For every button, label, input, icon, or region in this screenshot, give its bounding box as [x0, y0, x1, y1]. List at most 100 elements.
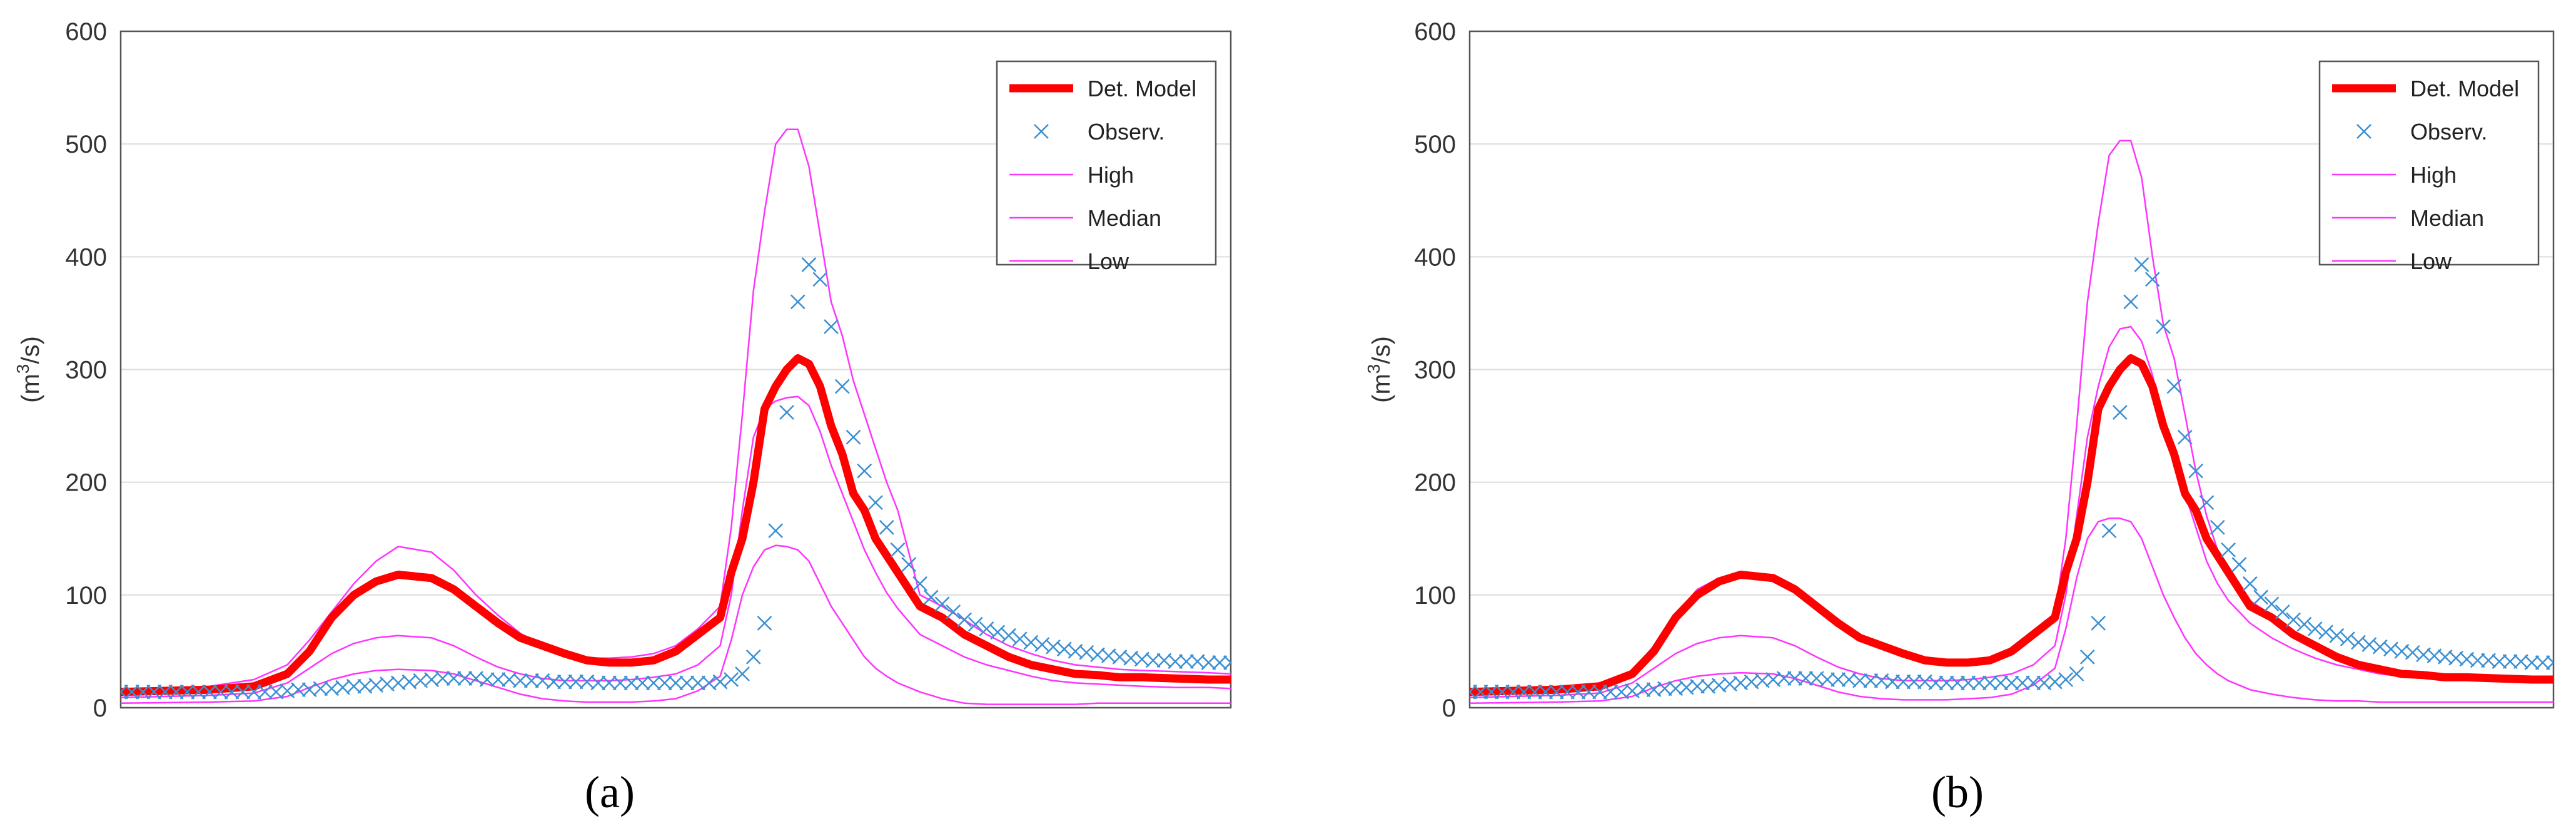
- y-tick-label: 500: [1414, 131, 1456, 158]
- observ-point: [1961, 675, 1976, 691]
- observ-point: [2492, 654, 2507, 670]
- y-axis-label-superscript: 3: [13, 364, 33, 374]
- y-tick-label: 400: [1414, 243, 1456, 271]
- observ-point: [2014, 675, 2030, 691]
- legend: Det. Model Observ. High Median Low: [996, 60, 1217, 274]
- y-tick-label: 600: [1414, 18, 1456, 46]
- observ-point: [1483, 684, 1499, 700]
- observ-point: [1592, 684, 1607, 700]
- observ-point: [668, 675, 684, 691]
- observ-point: [313, 681, 328, 696]
- observ-point: [901, 557, 917, 573]
- observ-point: [2079, 650, 2095, 665]
- observ-point: [146, 684, 162, 700]
- observ-point: [568, 674, 583, 690]
- observ-point: [1548, 684, 1564, 700]
- legend-label: Observ.: [1088, 119, 1164, 145]
- legend: Det. Model Observ. High Median Low: [2318, 60, 2540, 274]
- observ-point: [1798, 671, 1814, 686]
- observ-point: [812, 272, 828, 287]
- observ-point: [724, 672, 739, 687]
- observ-point: [1831, 672, 1846, 687]
- y-tick-label: 100: [1414, 582, 1456, 609]
- observ-point: [1470, 684, 1477, 700]
- observ-point: [857, 463, 872, 479]
- observ-point: [834, 379, 850, 394]
- plot-frame: [119, 30, 1232, 709]
- observ-point: [912, 576, 927, 591]
- observ-point: [457, 671, 473, 686]
- observ-point: [557, 674, 572, 690]
- y-axis-label: (m3/s): [13, 336, 44, 403]
- observ-point: [2307, 621, 2323, 636]
- observ-point: [1538, 684, 1553, 700]
- observ-point: [124, 684, 139, 700]
- observ-point: [2329, 628, 2345, 643]
- observ-point: [158, 684, 173, 700]
- observ-point: [2199, 495, 2215, 510]
- observ-point: [679, 675, 695, 691]
- observ-point: [1168, 654, 1183, 670]
- observ-point: [202, 684, 217, 700]
- observ-point: [1001, 628, 1016, 643]
- observ-point: [646, 675, 661, 691]
- observ-point: [1603, 684, 1619, 700]
- y-tick-label: 600: [65, 18, 107, 46]
- observ-point: [346, 678, 361, 694]
- observ-point: [2210, 519, 2225, 535]
- observ-point: [1690, 678, 1705, 694]
- observ-point: [657, 675, 672, 691]
- det-model-line: [121, 354, 1231, 696]
- y-tick-label: 500: [65, 131, 107, 158]
- observ-point: [2231, 557, 2247, 573]
- observ-point: [224, 684, 240, 700]
- y-tick-label: 200: [65, 469, 107, 497]
- legend-label: Observ.: [2410, 119, 2487, 145]
- observ-point: [490, 672, 506, 687]
- observ-point: [2296, 616, 2312, 632]
- observ-point: [1971, 675, 1987, 691]
- observ-point: [2318, 624, 2333, 640]
- observ-point: [1212, 655, 1228, 670]
- legend-label: Median: [1088, 205, 1161, 231]
- observ-point: [790, 294, 806, 310]
- observ-point: [2253, 589, 2268, 605]
- observ-point: [1982, 675, 1998, 691]
- observ-point: [735, 666, 750, 681]
- observ-point: [967, 616, 983, 632]
- low-line: [1470, 517, 2553, 705]
- y-axis-label: (m3/s): [1364, 336, 1395, 403]
- y-tick-label: 400: [65, 243, 107, 271]
- observ-point: [1884, 674, 1900, 690]
- observ-point: [923, 589, 939, 605]
- observ-point: [546, 674, 562, 690]
- legend-label: Median: [2410, 205, 2484, 231]
- legend-box: [996, 60, 1217, 266]
- legend-label: High: [1088, 162, 1134, 188]
- panel-label: (a): [585, 767, 635, 817]
- observ-point: [934, 596, 950, 612]
- observ-point: [1570, 684, 1586, 700]
- observ-point: [191, 684, 206, 700]
- plot-area: [1470, 140, 2553, 705]
- observ-point: [1776, 671, 1792, 686]
- observ-point: [890, 542, 906, 558]
- observ-point: [602, 675, 617, 691]
- low-line: [121, 544, 1231, 705]
- observ-point: [990, 624, 1006, 640]
- observ-point: [2026, 675, 2041, 691]
- observ-point: [1863, 673, 1879, 688]
- observ-point: [1495, 684, 1510, 700]
- observ-point: [235, 684, 251, 700]
- observ-point: [246, 684, 261, 700]
- observ-point: [2221, 542, 2236, 558]
- det-model-line: [1470, 354, 2553, 696]
- observ-point: [291, 682, 306, 698]
- y-axis-label-base: (m: [1368, 374, 1395, 403]
- observ-point: [979, 621, 994, 636]
- y-tick-label: 0: [93, 695, 107, 722]
- observ-point: [1635, 682, 1651, 698]
- observ-point: [2275, 604, 2290, 619]
- observ-point: [479, 672, 495, 687]
